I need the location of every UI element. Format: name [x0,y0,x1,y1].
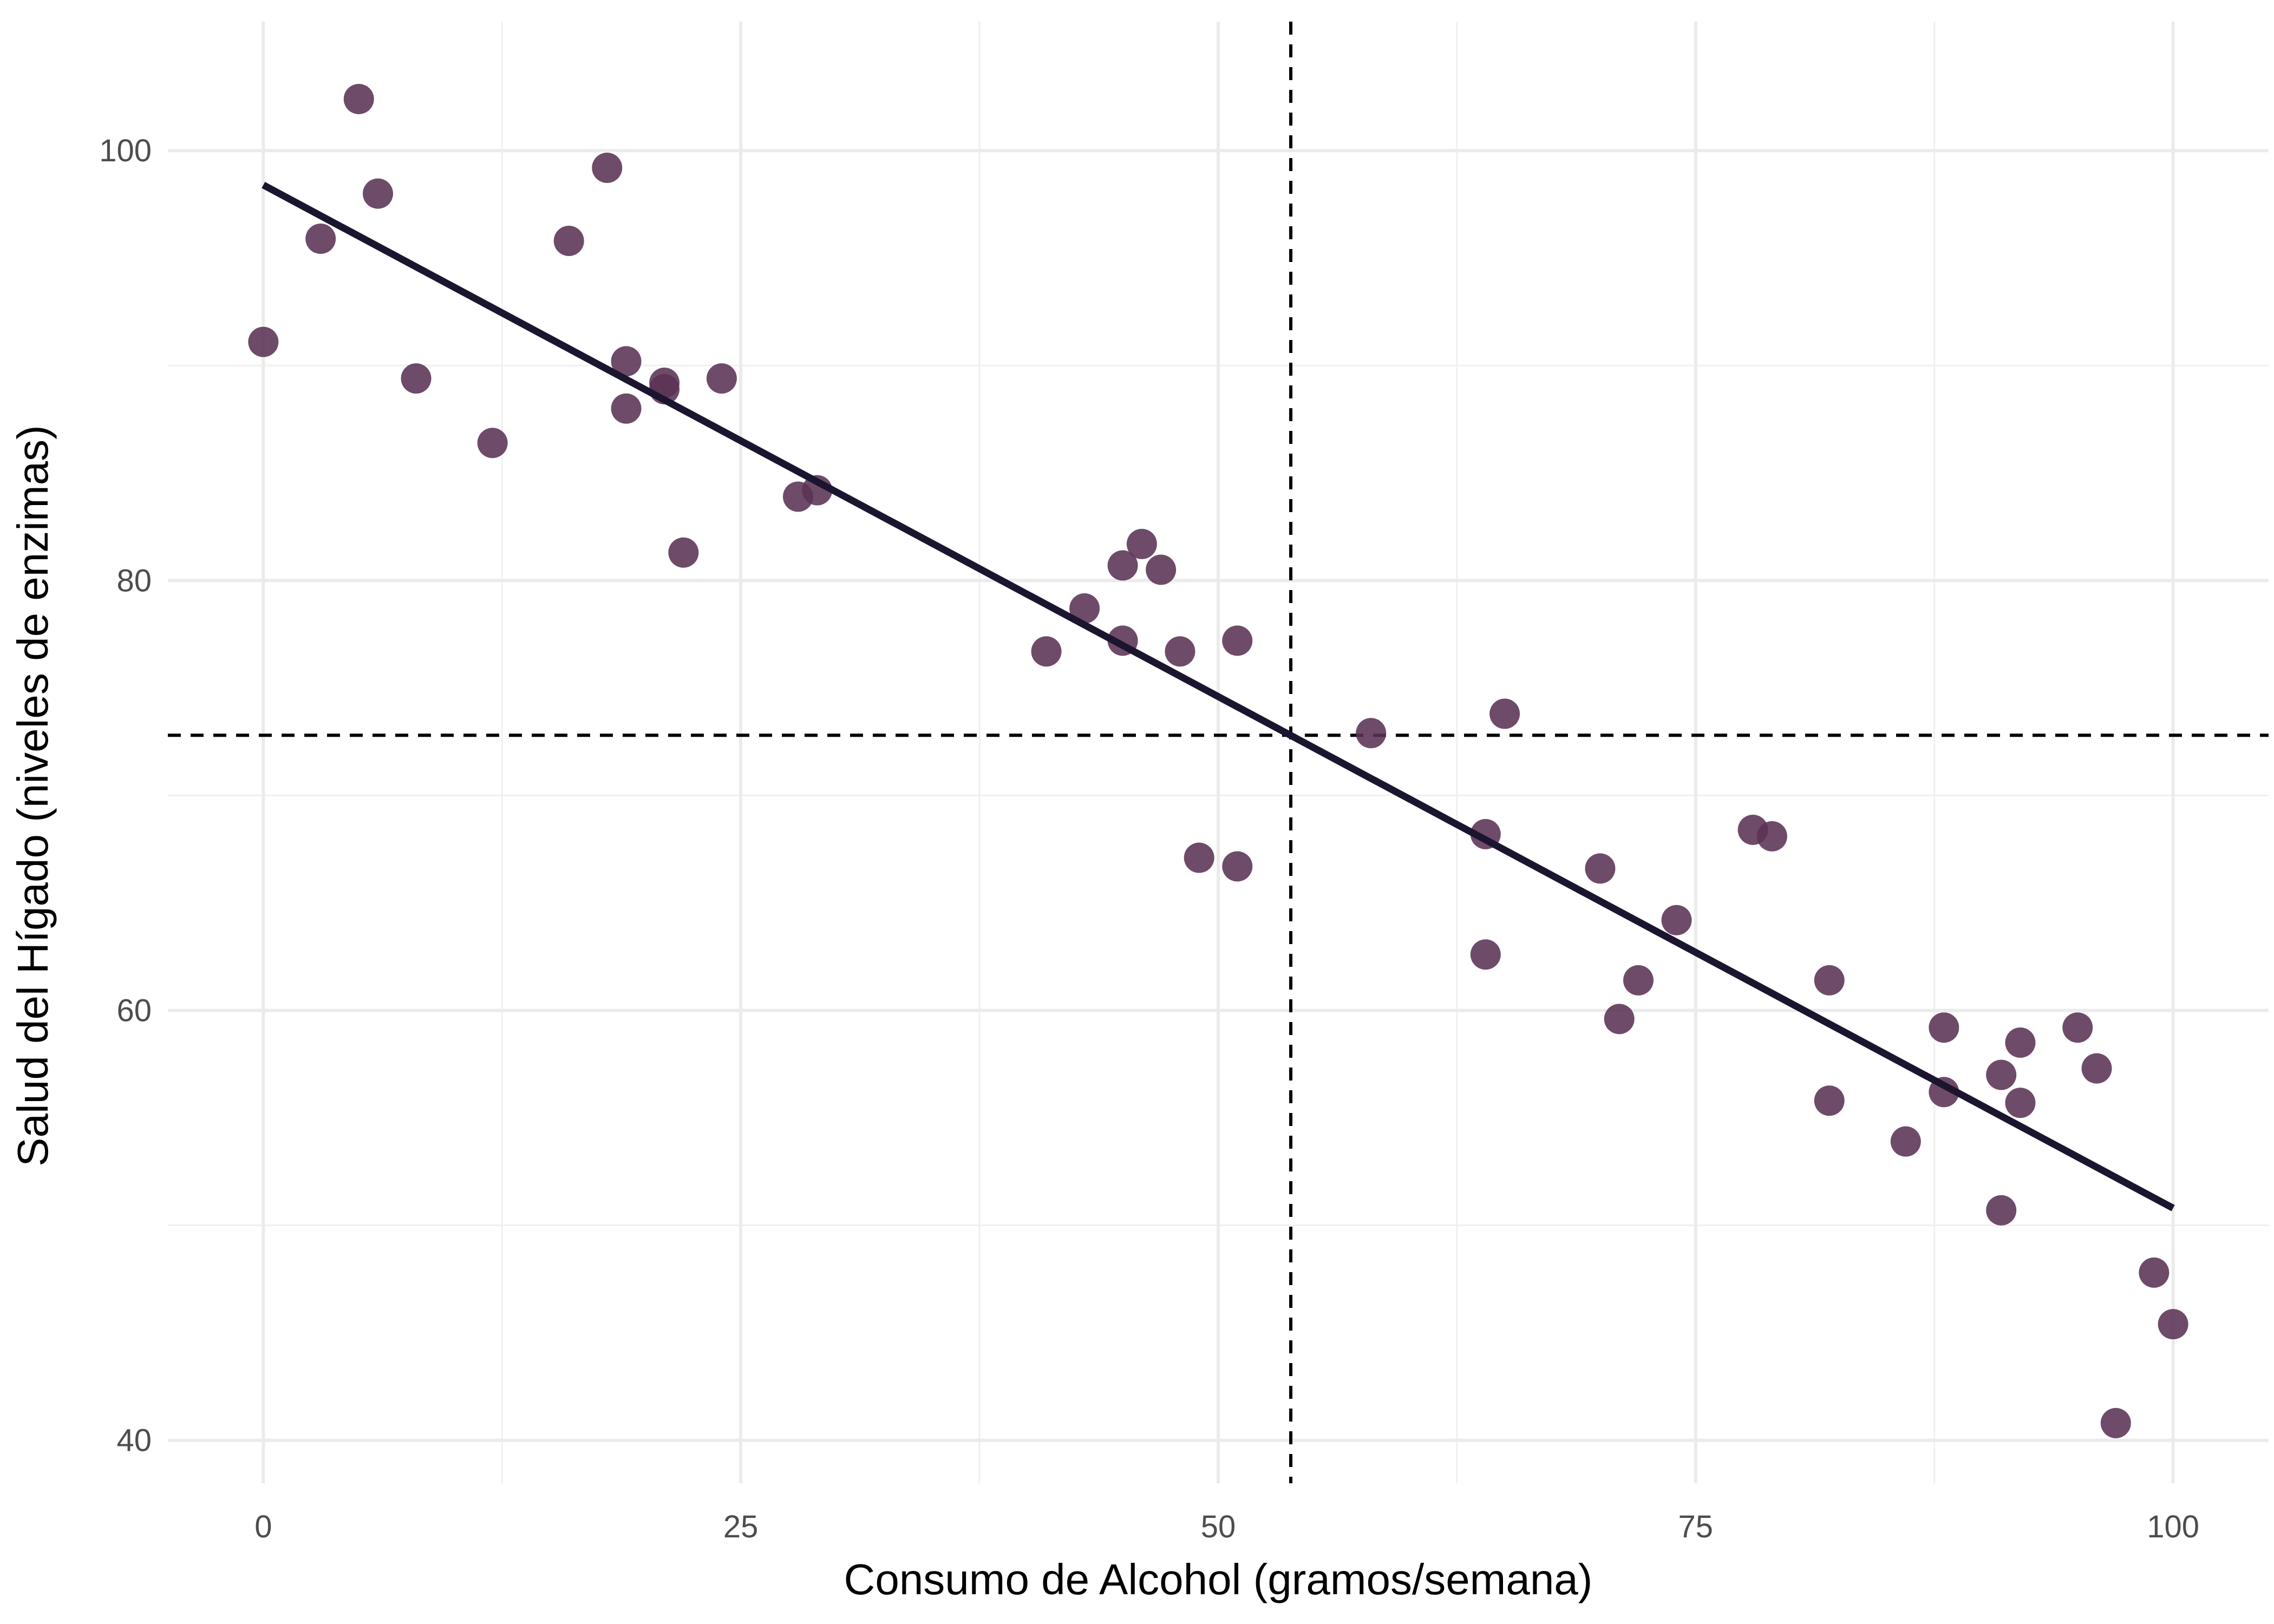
data-point [1222,625,1253,656]
data-point [1756,821,1787,852]
data-point [1661,905,1692,935]
y-tick-label: 60 [116,993,152,1028]
data-point [1031,636,1062,667]
data-point [1069,593,1100,624]
data-point [1814,1085,1845,1116]
data-point [305,224,336,254]
data-point [2100,1407,2131,1438]
major-gridlines [168,22,2269,1483]
reference-lines [168,22,2269,1483]
x-tick-label: 75 [1678,1509,1714,1544]
data-point [1470,939,1501,970]
data-point [1986,1059,2017,1090]
data-point [553,226,584,256]
data-point [2062,1012,2093,1043]
y-tick-label: 100 [99,133,152,168]
data-point [611,393,642,424]
data-point [1986,1195,2017,1226]
data-point [1356,718,1387,749]
data-point [1929,1012,1959,1043]
data-point [363,178,393,209]
regression-line-group [262,182,2175,1212]
data-point [1604,1004,1635,1034]
data-point [1126,528,1157,559]
y-axis-title: Salud del Hígado (niveles de enzimas) [9,425,57,1167]
data-point [1890,1126,1921,1157]
data-point [401,363,432,394]
data-point [1146,554,1177,585]
data-point [611,346,642,377]
data-point [2139,1257,2170,1288]
x-tick-label: 100 [2147,1509,2199,1544]
data-point [248,326,279,357]
x-tick-label: 50 [1201,1509,1236,1544]
y-tick-label: 80 [116,563,152,598]
data-point [1165,636,1195,667]
data-point [2005,1088,2036,1118]
x-tick-label: 0 [254,1509,272,1544]
data-point [1184,842,1214,873]
data-point [1814,965,1845,996]
data-point [1107,550,1138,581]
data-point [706,363,737,394]
x-axis-title: Consumo de Alcohol (gramos/semana) [844,1555,1593,1603]
data-point [1585,853,1616,884]
regression-line [262,182,2175,1212]
x-axis-ticks: 0 25 50 75 100 [254,1509,2199,1544]
x-tick-label: 25 [723,1509,759,1544]
data-point [2081,1053,2112,1084]
data-point [2005,1027,2036,1058]
y-tick-label: 40 [116,1423,152,1458]
data-point [2158,1309,2188,1340]
data-point [477,428,508,459]
y-axis-ticks: 40 60 80 100 [99,133,152,1458]
data-point [668,537,699,568]
data-point [343,83,374,114]
data-point [1222,851,1253,882]
data-point [1489,698,1520,729]
data-points [248,83,2188,1438]
data-point [592,153,623,183]
data-point [1623,965,1654,996]
